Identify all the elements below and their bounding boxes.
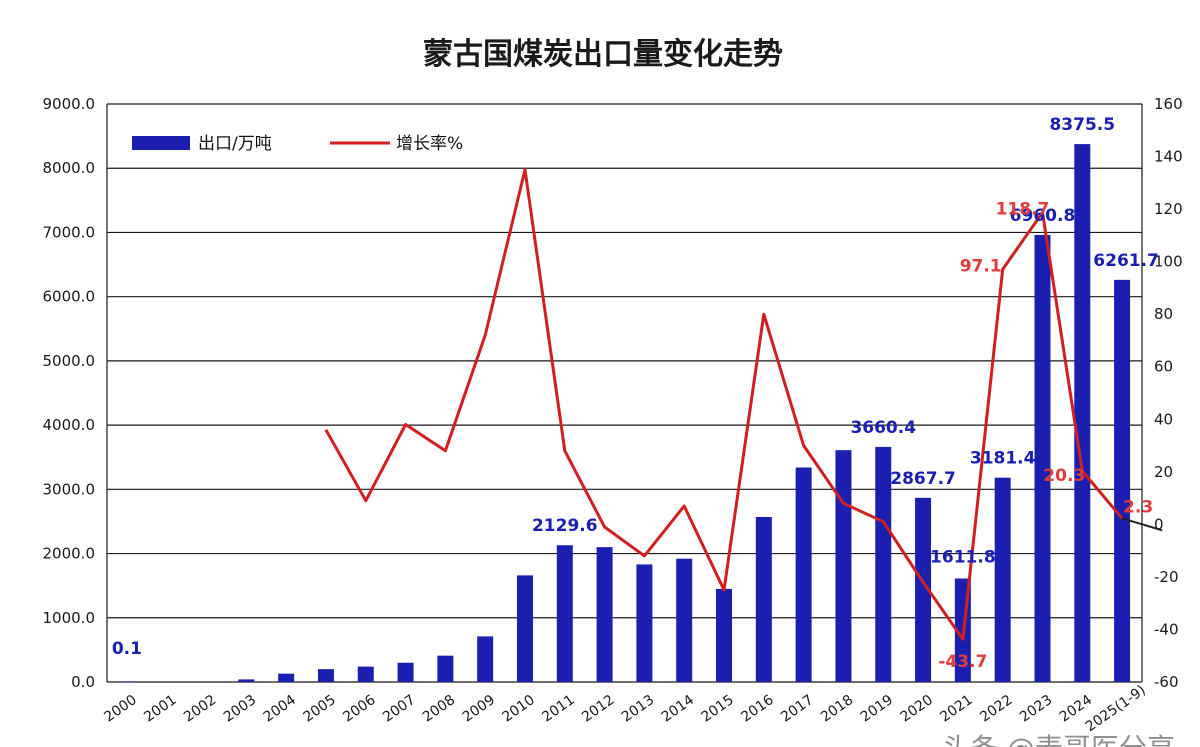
- bar-value-label: 0.1: [112, 639, 142, 659]
- x-tick-label: 2017: [778, 692, 816, 726]
- x-tick-label: 2013: [619, 692, 657, 726]
- x-tick-label: 2022: [977, 692, 1015, 726]
- bar: [556, 545, 573, 682]
- bar: [238, 679, 255, 682]
- y-left-tick-label: 7000.0: [43, 223, 96, 241]
- y-left-tick-label: 4000.0: [43, 416, 96, 434]
- line-value-label: 2.3: [1123, 497, 1153, 517]
- x-tick-label: 2010: [500, 692, 538, 726]
- y-right-tick-label: -20: [1154, 568, 1179, 586]
- bar: [596, 547, 613, 682]
- bar: [1074, 144, 1091, 682]
- legend: 出口/万吨 增长率%: [132, 134, 463, 154]
- bar: [118, 681, 135, 683]
- bar: [716, 588, 733, 682]
- x-tick-label: 2009: [460, 692, 498, 726]
- bar-value-label: 8375.5: [1049, 115, 1115, 135]
- bar: [636, 564, 653, 682]
- x-tick-label: 2015: [699, 692, 737, 726]
- y-right-tick-label: -40: [1154, 620, 1179, 638]
- line-value-label: 97.1: [960, 256, 1002, 276]
- y-right-tick-label: 100: [1154, 253, 1183, 271]
- bar: [755, 516, 772, 682]
- x-tick-label: 2016: [738, 692, 776, 726]
- x-tick-label: 2012: [579, 692, 617, 726]
- bar-value-label: 2867.7: [890, 469, 956, 489]
- y-left-tick-label: 6000.0: [43, 288, 96, 306]
- x-tick-label: 2019: [858, 692, 896, 726]
- y-left-tick-label: 0.0: [71, 673, 95, 691]
- watermark: 头条 @麦哥医分享: [942, 732, 1175, 747]
- bar-value-label: 2129.6: [532, 516, 598, 536]
- bar: [397, 662, 414, 682]
- bar: [516, 575, 533, 682]
- bar-value-label: 3660.4: [850, 418, 916, 438]
- bar-value-label: 6261.7: [1093, 251, 1159, 271]
- bar: [1034, 234, 1051, 682]
- x-tick-label: 2007: [380, 692, 418, 726]
- y-right-tick-label: 120: [1154, 200, 1183, 218]
- y-right-tick-label: 80: [1154, 305, 1173, 323]
- x-tick-label: 2003: [221, 692, 259, 726]
- chart-title: 蒙古国煤炭出口量变化走势: [423, 37, 783, 72]
- y-left-tick-label: 3000.0: [43, 480, 96, 498]
- legend-bar-label: 出口/万吨: [198, 134, 272, 154]
- y-left-tick-label: 9000.0: [43, 95, 96, 113]
- line-value-label: 20.3: [1043, 466, 1085, 486]
- x-tick-label: 2023: [1017, 692, 1055, 726]
- bar: [437, 655, 454, 682]
- line-value-label: 118.7: [996, 200, 1050, 220]
- y-right-tick-label: 60: [1154, 358, 1173, 376]
- x-tick-label: 2006: [340, 692, 378, 726]
- legend-line-label: 增长率%: [396, 134, 463, 154]
- bar-value-label: 6960.8: [1010, 206, 1076, 226]
- x-tick-label: 2008: [420, 692, 458, 726]
- legend-bar-swatch: [132, 136, 190, 150]
- bar: [357, 666, 374, 682]
- y-left-tick-label: 5000.0: [43, 352, 96, 370]
- data-labels: 0.1 2129.6 3660.4 2867.7 1611.8 3181.4 6960.8 8…: [112, 115, 1159, 672]
- bar: [317, 669, 334, 682]
- bar: [835, 450, 852, 682]
- x-tick-label: 2014: [659, 692, 697, 726]
- bar: [994, 477, 1011, 682]
- line-value-label: -43.7: [938, 652, 987, 672]
- x-tick-label: 2005: [300, 692, 338, 726]
- bar: [278, 673, 295, 682]
- bar: [477, 636, 494, 682]
- y-left-tick-label: 2000.0: [43, 545, 96, 563]
- bar: [795, 467, 812, 682]
- x-tick-label: 2000: [101, 692, 139, 726]
- x-tick-label: 2004: [261, 692, 299, 726]
- y-left-tick-label: 1000.0: [43, 609, 96, 627]
- bar-series: [118, 144, 1131, 683]
- bar: [915, 497, 932, 682]
- x-tick-label: 2021: [937, 692, 975, 726]
- x-tick-label: 2001: [141, 692, 179, 726]
- bar: [875, 446, 892, 682]
- y-right-tick-label: 140: [1154, 148, 1183, 166]
- x-tick-label: 2002: [181, 692, 219, 726]
- y-left-tick-label: 8000.0: [43, 159, 96, 177]
- bar: [676, 558, 693, 682]
- bar-value-label: 1611.8: [930, 547, 996, 567]
- x-tick-label: 2011: [539, 692, 577, 726]
- y-right-tick-label: 40: [1154, 410, 1173, 428]
- bar-value-label: 3181.4: [970, 449, 1036, 469]
- y-right-tick-label: 0: [1154, 515, 1164, 533]
- grid-lines: [107, 103, 1142, 683]
- growth-line: [324, 168, 1124, 641]
- y-right-tick-label: 20: [1154, 463, 1173, 481]
- y-right-tick-label: -60: [1154, 673, 1179, 691]
- x-tick-label: 2018: [818, 692, 856, 726]
- y-right-tick-label: 160: [1154, 95, 1183, 113]
- bar: [1114, 279, 1131, 682]
- x-tick-label: 2020: [898, 692, 936, 726]
- x-tick-label: 2025(1-9): [1083, 682, 1149, 735]
